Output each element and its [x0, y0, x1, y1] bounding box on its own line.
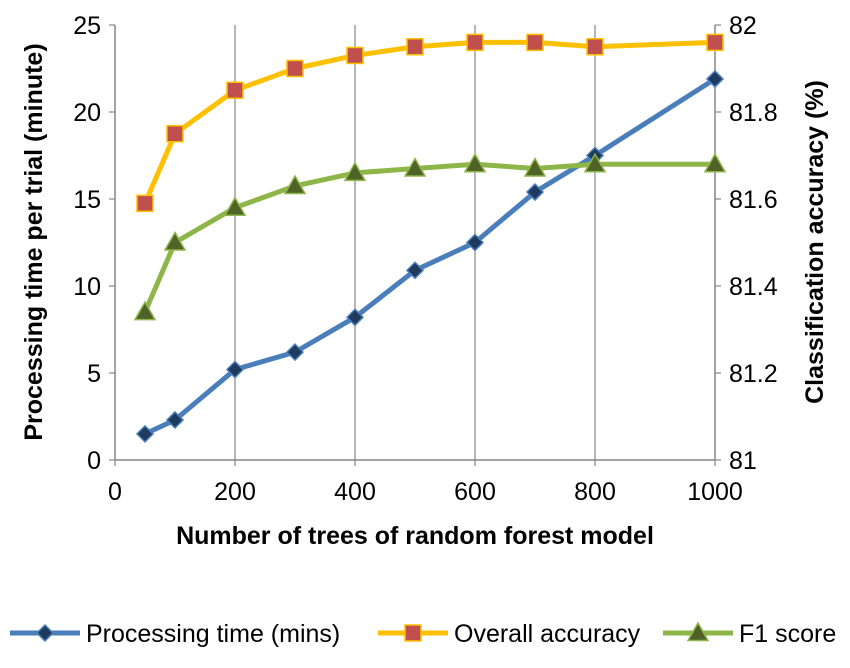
series-1 [135, 69, 725, 443]
legend-label: Processing time (mins) [86, 620, 340, 648]
y-left-tick-label: 0 [87, 447, 101, 475]
data-point [136, 194, 154, 213]
x-tick-label: 800 [574, 478, 616, 506]
legend-swatch-marker [686, 621, 710, 642]
data-point [706, 33, 724, 52]
y-left-tick-label: 10 [73, 273, 101, 301]
x-tick-label: 400 [334, 478, 376, 506]
data-point [526, 33, 544, 52]
y-right-tick-label: 81.4 [729, 273, 778, 301]
y-left-tick-label: 25 [73, 12, 101, 40]
y-left-tick-label: 15 [73, 186, 101, 214]
x-tick-label: 200 [214, 478, 256, 506]
data-point [225, 360, 245, 379]
y-axis-left-title: Processing time per trial (minute) [20, 43, 48, 440]
legend-label: Overall accuracy [454, 620, 641, 648]
data-point [343, 161, 367, 182]
gridlines [234, 25, 596, 460]
legend-swatch-marker [35, 623, 55, 643]
y-axis-right-title: Classification accuracy (%) [801, 80, 829, 404]
legend-item: Overall accuracy [378, 620, 641, 648]
axis-titles: Number of trees of random forest model P… [20, 43, 829, 550]
tick-labels: 0 200 400 600 800 1000 0 5 10 15 20 25 81 81.2 81.4 81.… [73, 12, 778, 506]
data-point [133, 300, 157, 321]
y-right-tick-label: 82 [729, 12, 757, 40]
legend-item: Processing time (mins) [10, 620, 340, 648]
series-line [142, 161, 718, 315]
data-point [703, 152, 727, 173]
legend-item: F1 score [663, 620, 836, 648]
legend-label: F1 score [739, 620, 836, 648]
legend-swatch-marker [404, 624, 422, 642]
data-point [403, 157, 427, 177]
data-point [283, 174, 307, 195]
x-axis-title: Number of trees of random forest model [176, 522, 654, 550]
data-point [163, 230, 187, 251]
data-point [226, 81, 244, 99]
x-tick-label: 0 [108, 478, 122, 506]
data-point [523, 157, 547, 177]
data-point [165, 410, 185, 430]
x-tick-label: 600 [454, 478, 496, 506]
series-line [142, 76, 718, 437]
x-tick-label: 1000 [687, 478, 743, 506]
data-point [466, 33, 484, 52]
data-point [285, 343, 305, 362]
data-point [223, 196, 247, 216]
series-3 [133, 152, 727, 321]
axes [114, 25, 716, 461]
y-right-tick-label: 81.8 [729, 99, 778, 127]
series-2 [136, 33, 724, 213]
data-point [406, 38, 424, 56]
legend: Processing time (mins) Overall accuracy F1… [10, 620, 836, 648]
data-point [465, 233, 485, 252]
y-left-tick-label: 20 [73, 99, 101, 127]
series [133, 33, 727, 443]
data-point [525, 182, 545, 202]
data-point [586, 38, 604, 56]
y-right-tick-label: 81.2 [729, 360, 778, 388]
data-point [583, 152, 607, 173]
data-point [166, 125, 184, 143]
data-point [346, 46, 364, 65]
series-line [142, 39, 718, 206]
y-right-tick-label: 81 [729, 447, 757, 475]
data-point [286, 59, 304, 78]
data-point [135, 424, 155, 443]
y-left-tick-label: 5 [87, 360, 101, 388]
data-point [705, 69, 725, 89]
data-point [463, 152, 487, 173]
data-point [345, 308, 365, 327]
y-right-tick-label: 81.6 [729, 186, 778, 214]
data-point [405, 261, 425, 280]
